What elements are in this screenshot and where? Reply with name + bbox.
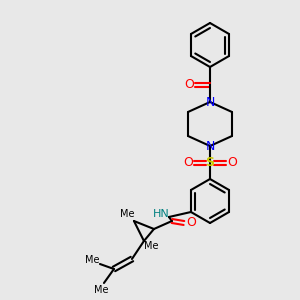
Text: Me: Me xyxy=(85,255,99,265)
Text: HN: HN xyxy=(153,209,169,219)
Text: N: N xyxy=(205,140,215,152)
Text: Me: Me xyxy=(94,285,108,295)
Text: S: S xyxy=(206,157,214,169)
Text: O: O xyxy=(184,79,194,92)
Text: O: O xyxy=(186,217,196,230)
Text: Me: Me xyxy=(144,241,158,251)
Text: N: N xyxy=(205,95,215,109)
Text: O: O xyxy=(183,157,193,169)
Text: Me: Me xyxy=(120,209,134,219)
Text: O: O xyxy=(227,157,237,169)
